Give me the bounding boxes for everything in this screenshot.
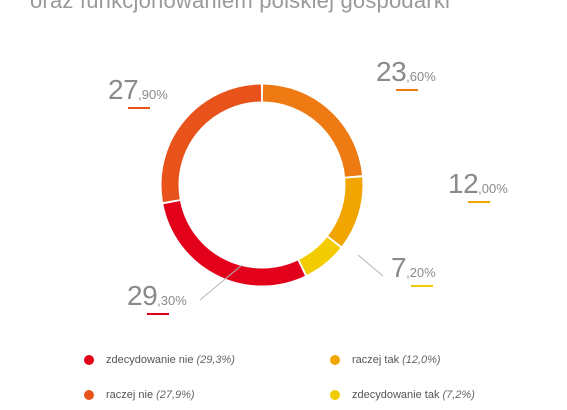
slice-label-underline xyxy=(128,107,150,109)
legend-label: zdecydowanie tak xyxy=(352,389,440,401)
slice-label-value: 12 xyxy=(448,168,479,199)
legend-label: raczej tak xyxy=(352,354,400,366)
legend-swatch xyxy=(84,390,94,400)
legend-swatch xyxy=(330,355,340,365)
legend-percent: (29,3%) xyxy=(196,354,235,366)
slice-label-value: 23 xyxy=(376,56,407,87)
legend-item: zdecydowanie tak (7,2%) xyxy=(330,389,475,401)
slice-label: 29,30% xyxy=(127,280,187,315)
slice-label-underline xyxy=(468,201,490,203)
slice-label: 12,00% xyxy=(448,168,508,203)
leader-line xyxy=(357,254,384,277)
legend-label: zdecydowanie nie xyxy=(106,354,194,366)
donut-slice-raczej-tak xyxy=(262,84,363,178)
slice-label: 27,90% xyxy=(108,74,168,109)
slice-label-value: 27 xyxy=(108,74,139,105)
slice-label-decimal: ,00% xyxy=(478,181,508,196)
slice-label: 7,20% xyxy=(391,252,436,287)
donut-slice-raczej-nie xyxy=(161,84,262,203)
donut-slice-zdecydowanie-tak xyxy=(298,237,341,275)
slice-label-underline xyxy=(396,89,418,91)
donut-slice-raczej-tak xyxy=(328,177,363,247)
legend-item: zdecydowanie nie (29,3%) xyxy=(84,354,235,366)
donut-slice-zdecydowanie-nie xyxy=(163,200,305,286)
slice-label-value: 29 xyxy=(127,280,158,311)
slice-label-underline xyxy=(147,313,169,315)
slice-label-decimal: ,20% xyxy=(406,265,436,280)
legend-swatch xyxy=(84,355,94,365)
legend-percent: (27,9%) xyxy=(156,389,195,401)
legend-swatch xyxy=(330,390,340,400)
slice-label-decimal: ,90% xyxy=(138,87,168,102)
legend-label: raczej nie xyxy=(106,389,154,401)
slice-label: 23,60% xyxy=(376,56,436,91)
legend-item: raczej nie (27,9%) xyxy=(84,389,195,401)
leader-line xyxy=(199,264,243,301)
slice-label-decimal: ,30% xyxy=(157,293,187,308)
chart-title: oraz funkcjonowaniem polskiej gospodarki xyxy=(30,0,451,13)
legend-item: raczej tak (12,0%) xyxy=(330,354,441,366)
legend-percent: (12,0%) xyxy=(402,354,441,366)
slice-label-decimal: ,60% xyxy=(406,69,436,84)
slice-label-value: 7 xyxy=(391,252,407,283)
slice-label-underline xyxy=(411,285,433,287)
legend-percent: (7,2%) xyxy=(442,389,475,401)
